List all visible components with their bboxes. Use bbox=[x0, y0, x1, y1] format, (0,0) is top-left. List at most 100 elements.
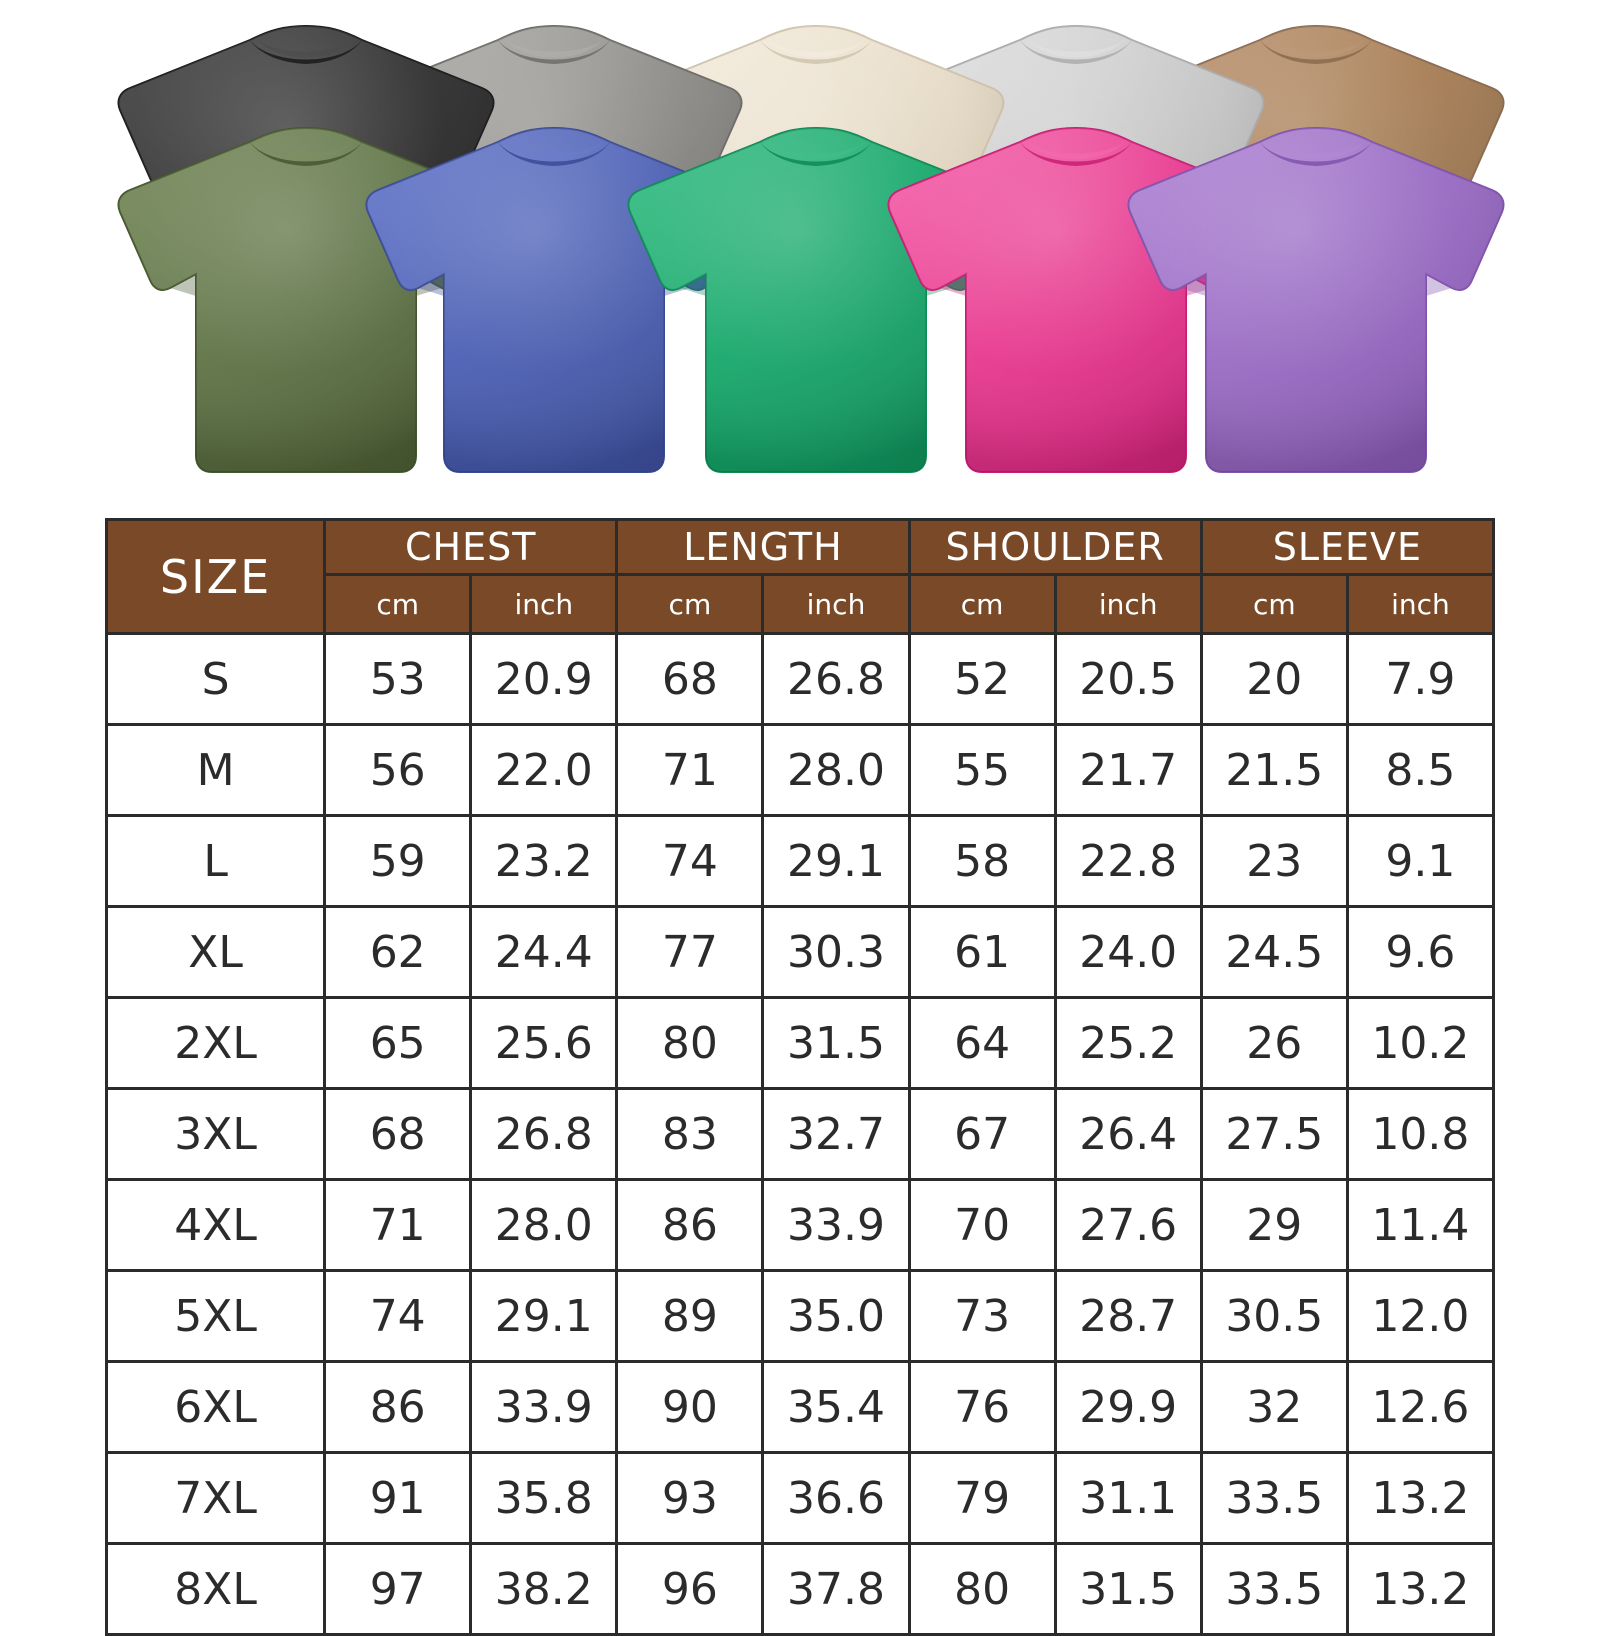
cell-chest-cm: 65 bbox=[323, 996, 473, 1090]
header-group-length: LENGTH bbox=[615, 518, 911, 576]
cell-chest-cm: 91 bbox=[323, 1451, 473, 1545]
cell-length-cm: 74 bbox=[615, 814, 765, 908]
cell-length-cm: 86 bbox=[615, 1178, 765, 1272]
table-row: XL 62 24.4 77 30.3 61 24.0 24.5 9.6 bbox=[104, 905, 1496, 999]
cell-shoulder-in: 25.2 bbox=[1053, 996, 1203, 1090]
cell-chest-cm: 68 bbox=[323, 1087, 473, 1181]
cell-sleeve-cm: 29 bbox=[1199, 1178, 1349, 1272]
cell-shoulder-cm: 79 bbox=[907, 1451, 1057, 1545]
cell-chest-cm: 62 bbox=[323, 905, 473, 999]
cell-chest-in: 28.0 bbox=[469, 1178, 619, 1272]
cell-sleeve-cm: 26 bbox=[1199, 996, 1349, 1090]
cell-chest-cm: 97 bbox=[323, 1542, 473, 1636]
table-row: 5XL 74 29.1 89 35.0 73 28.7 30.5 12.0 bbox=[104, 1269, 1496, 1363]
table-header: SIZE CHEST LENGTH SHOULDER SLEEVE cm inc… bbox=[104, 518, 1496, 635]
cell-length-in: 32.7 bbox=[761, 1087, 911, 1181]
header-unit-length-cm: cm bbox=[615, 573, 765, 635]
table-row: 3XL 68 26.8 83 32.7 67 26.4 27.5 10.8 bbox=[104, 1087, 1496, 1181]
cell-chest-in: 35.8 bbox=[469, 1451, 619, 1545]
cell-length-in: 36.6 bbox=[761, 1451, 911, 1545]
cell-shoulder-in: 22.8 bbox=[1053, 814, 1203, 908]
cell-chest-in: 26.8 bbox=[469, 1087, 619, 1181]
cell-chest-cm: 86 bbox=[323, 1360, 473, 1454]
cell-chest-cm: 74 bbox=[323, 1269, 473, 1363]
cell-shoulder-in: 29.9 bbox=[1053, 1360, 1203, 1454]
cell-sleeve-cm: 32 bbox=[1199, 1360, 1349, 1454]
cell-chest-cm: 71 bbox=[323, 1178, 473, 1272]
cell-chest-cm: 59 bbox=[323, 814, 473, 908]
cell-shoulder-in: 31.5 bbox=[1053, 1542, 1203, 1636]
cell-sleeve-cm: 21.5 bbox=[1199, 723, 1349, 817]
table-body: S 53 20.9 68 26.8 52 20.5 20 7.9 M 56 22.0 71 28.0 55 2… bbox=[104, 632, 1496, 1636]
header-unit-shoulder-inch: inch bbox=[1053, 573, 1203, 635]
cell-chest-in: 23.2 bbox=[469, 814, 619, 908]
cell-length-in: 31.5 bbox=[761, 996, 911, 1090]
cell-chest-in: 24.4 bbox=[469, 905, 619, 999]
cell-shoulder-in: 24.0 bbox=[1053, 905, 1203, 999]
cell-sleeve-cm: 24.5 bbox=[1199, 905, 1349, 999]
table-row: S 53 20.9 68 26.8 52 20.5 20 7.9 bbox=[104, 632, 1496, 726]
table-row: 8XL 97 38.2 96 37.8 80 31.5 33.5 13.2 bbox=[104, 1542, 1496, 1636]
cell-length-in: 28.0 bbox=[761, 723, 911, 817]
cell-sleeve-in: 9.6 bbox=[1345, 905, 1496, 999]
cell-length-cm: 68 bbox=[615, 632, 765, 726]
cell-sleeve-cm: 30.5 bbox=[1199, 1269, 1349, 1363]
cell-size: 6XL bbox=[104, 1360, 327, 1454]
header-unit-sleeve-cm: cm bbox=[1199, 573, 1349, 635]
cell-length-cm: 77 bbox=[615, 905, 765, 999]
cell-size: 4XL bbox=[104, 1178, 327, 1272]
cell-shoulder-in: 28.7 bbox=[1053, 1269, 1203, 1363]
header-unit-shoulder-cm: cm bbox=[907, 573, 1057, 635]
cell-shoulder-cm: 64 bbox=[907, 996, 1057, 1090]
cell-shoulder-in: 26.4 bbox=[1053, 1087, 1203, 1181]
cell-shoulder-in: 21.7 bbox=[1053, 723, 1203, 817]
cell-sleeve-in: 8.5 bbox=[1345, 723, 1496, 817]
cell-size: 3XL bbox=[104, 1087, 327, 1181]
cell-shoulder-in: 20.5 bbox=[1053, 632, 1203, 726]
cell-sleeve-in: 10.8 bbox=[1345, 1087, 1496, 1181]
cell-shoulder-in: 31.1 bbox=[1053, 1451, 1203, 1545]
header-unit-chest-cm: cm bbox=[323, 573, 473, 635]
cell-length-cm: 90 bbox=[615, 1360, 765, 1454]
cell-sleeve-cm: 23 bbox=[1199, 814, 1349, 908]
cell-size: 2XL bbox=[104, 996, 327, 1090]
cell-size: XL bbox=[104, 905, 327, 999]
cell-size: M bbox=[104, 723, 327, 817]
cell-length-in: 35.4 bbox=[761, 1360, 911, 1454]
cell-chest-in: 25.6 bbox=[469, 996, 619, 1090]
cell-shoulder-cm: 73 bbox=[907, 1269, 1057, 1363]
cell-chest-in: 29.1 bbox=[469, 1269, 619, 1363]
cell-chest-cm: 56 bbox=[323, 723, 473, 817]
cell-sleeve-in: 11.4 bbox=[1345, 1178, 1496, 1272]
cell-size: 7XL bbox=[104, 1451, 327, 1545]
cell-sleeve-in: 12.6 bbox=[1345, 1360, 1496, 1454]
cell-chest-in: 22.0 bbox=[469, 723, 619, 817]
header-group-shoulder: SHOULDER bbox=[907, 518, 1203, 576]
size-chart-table-wrap: SIZE CHEST LENGTH SHOULDER SLEEVE cm inc… bbox=[104, 518, 1496, 1636]
cell-length-in: 33.9 bbox=[761, 1178, 911, 1272]
cell-chest-in: 33.9 bbox=[469, 1360, 619, 1454]
cell-sleeve-cm: 27.5 bbox=[1199, 1087, 1349, 1181]
cell-length-cm: 83 bbox=[615, 1087, 765, 1181]
cell-length-cm: 96 bbox=[615, 1542, 765, 1636]
cell-shoulder-cm: 52 bbox=[907, 632, 1057, 726]
cell-sleeve-cm: 33.5 bbox=[1199, 1451, 1349, 1545]
cell-length-cm: 89 bbox=[615, 1269, 765, 1363]
cell-length-cm: 71 bbox=[615, 723, 765, 817]
cell-shoulder-cm: 80 bbox=[907, 1542, 1057, 1636]
header-size: SIZE bbox=[104, 518, 327, 635]
product-image-gallery bbox=[0, 0, 1600, 500]
cell-length-in: 29.1 bbox=[761, 814, 911, 908]
table-row: 4XL 71 28.0 86 33.9 70 27.6 29 11.4 bbox=[104, 1178, 1496, 1272]
size-chart-table: SIZE CHEST LENGTH SHOULDER SLEEVE cm inc… bbox=[104, 518, 1496, 1636]
table-row: 2XL 65 25.6 80 31.5 64 25.2 26 10.2 bbox=[104, 996, 1496, 1090]
cell-size: 8XL bbox=[104, 1542, 327, 1636]
cell-length-cm: 93 bbox=[615, 1451, 765, 1545]
table-row: L 59 23.2 74 29.1 58 22.8 23 9.1 bbox=[104, 814, 1496, 908]
cell-shoulder-cm: 61 bbox=[907, 905, 1057, 999]
cell-sleeve-in: 7.9 bbox=[1345, 632, 1496, 726]
cell-sleeve-in: 10.2 bbox=[1345, 996, 1496, 1090]
cell-shoulder-cm: 70 bbox=[907, 1178, 1057, 1272]
cell-length-in: 30.3 bbox=[761, 905, 911, 999]
